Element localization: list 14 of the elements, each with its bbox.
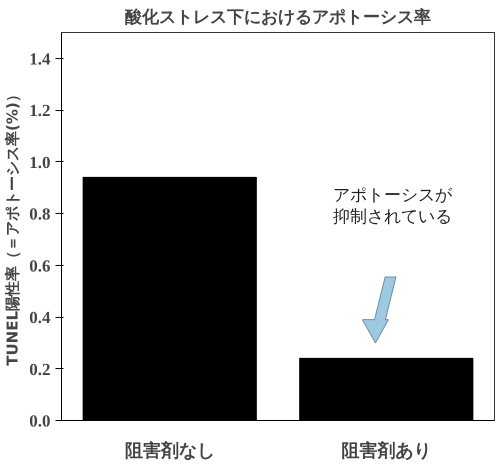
- y-tick-label: 1.2: [29, 101, 50, 120]
- x-tick-label: 阻害剤あり: [341, 440, 432, 462]
- y-tick-label: 0.4: [29, 308, 51, 328]
- y-tick-label: 0.2: [29, 360, 50, 379]
- y-tick-label: 1.0: [29, 152, 50, 172]
- x-tick-label: 阻害剤なし: [124, 440, 215, 462]
- y-axis-title: TUNEL陽性率（＝アポトーシス率(%)）: [3, 87, 22, 366]
- y-tick-label: 1.4: [29, 49, 51, 68]
- y-tick-label: 0.6: [29, 256, 50, 276]
- annotation: 抑制されている: [333, 206, 452, 227]
- chart-title: 酸化ストレス下におけるアポトーシス率: [125, 8, 431, 28]
- y-tick-label: 0.0: [29, 412, 50, 430]
- y-tick-label: 0.8: [29, 204, 50, 224]
- annotation: アポトーシスが: [333, 185, 454, 206]
